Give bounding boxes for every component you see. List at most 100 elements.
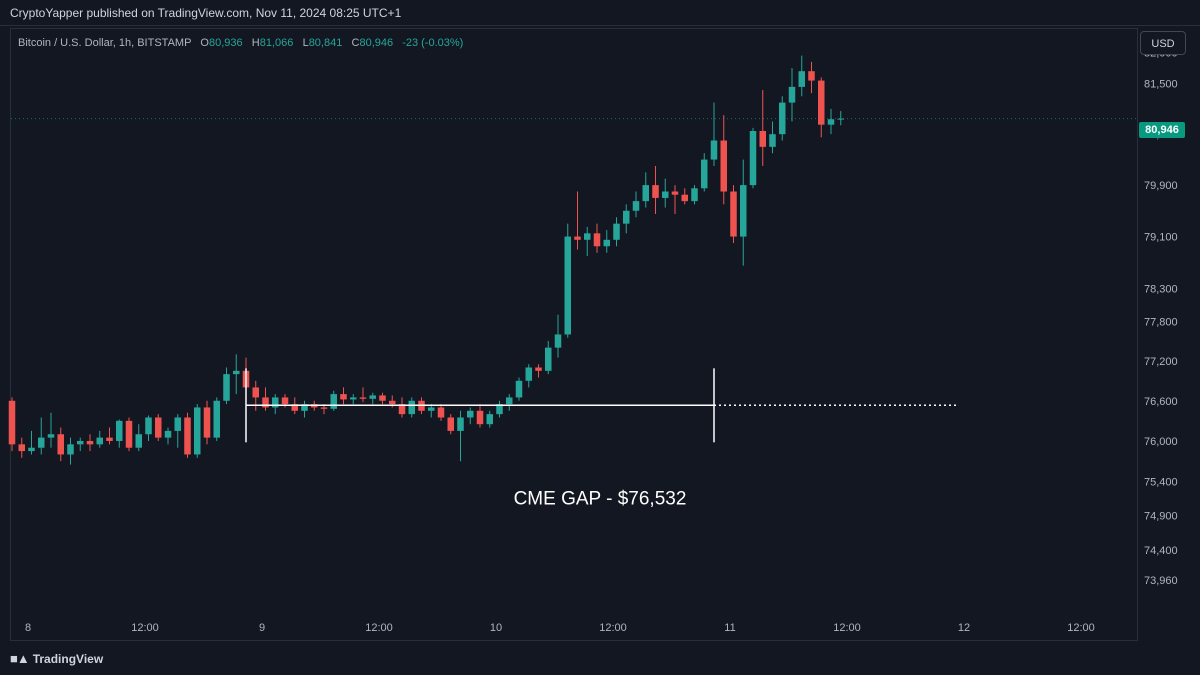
- candle-body: [681, 194, 688, 202]
- candle-body: [125, 420, 133, 448]
- candle-body: [593, 233, 601, 247]
- candle-body: [320, 407, 328, 409]
- candle-body: [301, 404, 308, 411]
- candle-body: [623, 210, 630, 224]
- candle-body: [486, 414, 493, 425]
- candle-body: [135, 434, 142, 448]
- candle-body: [281, 397, 289, 405]
- change-value: -23 (-0.03%): [402, 37, 464, 49]
- candle-body: [213, 400, 220, 438]
- symbol-name: Bitcoin / U.S. Dollar, 1h, BITSTAMP: [18, 37, 192, 49]
- published-banner: CryptoYapper published on TradingView.co…: [0, 0, 1200, 26]
- candle-body: [730, 191, 737, 237]
- candle-body: [106, 437, 113, 441]
- candle-body: [759, 130, 766, 147]
- candle-body: [116, 420, 123, 441]
- candle-body: [564, 236, 571, 335]
- candle-body: [506, 397, 513, 405]
- y-tick-label: 75,400: [1144, 477, 1178, 489]
- candle-body: [447, 417, 454, 431]
- candle-body: [632, 201, 640, 211]
- high-value: 81,066: [259, 37, 294, 49]
- y-tick-label: 79,100: [1144, 232, 1178, 244]
- y-tick-label: 78,300: [1144, 284, 1178, 296]
- x-tick-label: 12:00: [1067, 622, 1095, 634]
- chart-pane[interactable]: [10, 28, 1138, 641]
- candle-body: [574, 236, 581, 240]
- candle-body: [174, 417, 181, 431]
- candle-body: [262, 397, 269, 408]
- candle-body: [613, 223, 620, 240]
- y-tick-label: 76,000: [1144, 436, 1178, 448]
- candle-body: [808, 71, 815, 81]
- candle-body: [8, 400, 16, 445]
- candle-body: [350, 397, 357, 400]
- candle-body: [47, 434, 55, 438]
- candle-body: [671, 191, 679, 195]
- candle-body: [233, 370, 240, 375]
- x-tick-label: 9: [259, 622, 265, 634]
- close-label: C: [351, 37, 360, 49]
- candle-body: [86, 440, 94, 445]
- candle-body: [827, 119, 835, 125]
- cme-gap-annotation-group: CME GAP - $76,532: [245, 368, 958, 509]
- low-label: L: [302, 37, 309, 49]
- candle-body: [379, 395, 386, 401]
- y-tick-label: 74,900: [1144, 511, 1178, 523]
- candle-body: [545, 347, 552, 371]
- candle-body: [223, 374, 230, 401]
- candle-body: [57, 434, 64, 455]
- candle-body: [749, 130, 757, 186]
- y-tick-label: 77,800: [1144, 316, 1178, 328]
- x-tick-label: 11: [724, 622, 735, 634]
- published-text: CryptoYapper published on TradingView.co…: [10, 6, 402, 20]
- candle-body: [652, 185, 659, 198]
- candle-body: [779, 102, 786, 135]
- candle-body: [340, 394, 347, 400]
- candle-body: [369, 395, 376, 399]
- candle-body: [164, 430, 172, 438]
- candle-body: [252, 387, 259, 398]
- candle-body: [28, 447, 35, 452]
- currency-button[interactable]: USD: [1140, 31, 1186, 55]
- candle-body: [515, 380, 523, 398]
- candle-body: [77, 440, 84, 445]
- candle-body: [272, 397, 279, 408]
- candle-body: [155, 417, 162, 438]
- candle-body: [525, 367, 532, 381]
- y-tick-label: 77,200: [1144, 356, 1178, 368]
- candle-body: [18, 444, 25, 452]
- candle-body: [584, 233, 591, 240]
- x-tick-label: 12:00: [599, 622, 627, 634]
- open-value: 80,936: [208, 37, 243, 49]
- candle-body: [145, 417, 152, 435]
- y-tick-label: 74,400: [1144, 545, 1178, 557]
- x-tick-label: 12:00: [365, 622, 393, 634]
- candle-body: [818, 80, 825, 125]
- tradingview-logo[interactable]: ■▲ TradingView: [10, 651, 103, 666]
- candle-body: [535, 367, 542, 371]
- candle-body: [67, 444, 74, 455]
- y-tick-label: 81,500: [1144, 79, 1178, 91]
- candle-body: [710, 140, 718, 160]
- candle-body: [194, 407, 201, 455]
- candle-body: [457, 417, 464, 431]
- x-tick-label: 12: [958, 622, 970, 634]
- candle-body: [408, 400, 415, 415]
- candle-body: [203, 407, 211, 438]
- candle-body: [389, 400, 396, 405]
- candle-body: [740, 185, 747, 237]
- symbol-legend: Bitcoin / U.S. Dollar, 1h, BITSTAMP O80,…: [18, 37, 463, 49]
- x-tick-label: 12:00: [833, 622, 861, 634]
- x-tick-label: 12:00: [131, 622, 159, 634]
- candle-body: [428, 407, 435, 411]
- candle-body: [662, 191, 669, 198]
- close-value: 80,946: [359, 37, 394, 49]
- candle-body: [769, 134, 776, 147]
- last-price-tag: 80,946: [1139, 122, 1185, 138]
- candle-body: [603, 239, 610, 247]
- cme-gap-label: CME GAP - $76,532: [514, 488, 687, 509]
- candle-body: [788, 86, 796, 103]
- candle-body: [467, 410, 474, 418]
